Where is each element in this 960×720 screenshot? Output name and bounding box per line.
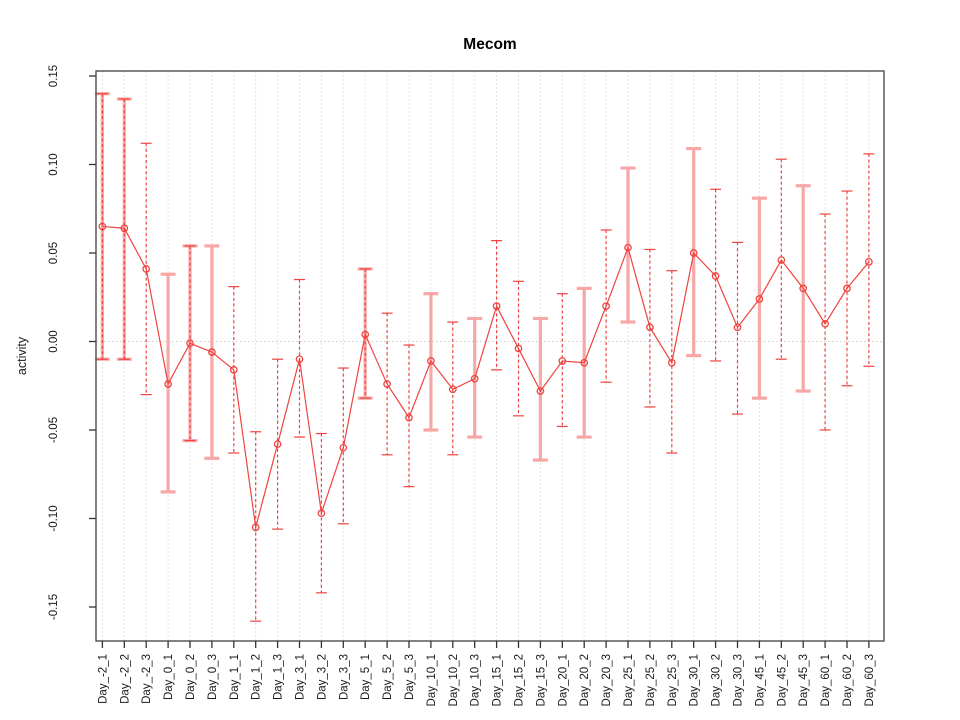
data-point-marker [865,257,873,266]
x-tick-label: Day_0_3 [207,654,219,700]
data-point-marker [777,256,786,264]
data-point-marker [799,284,808,293]
x-tick-label: Day_0_2 [185,654,197,700]
x-tick-label: Day_15_1 [492,654,504,706]
x-tick-label: Day_25_1 [623,654,635,706]
x-tick-label: Day_1_1 [229,654,241,700]
x-tick-label: Day_25_2 [645,654,657,706]
data-point-marker [602,302,610,310]
x-tick-label: Day_10_1 [426,654,438,706]
data-point-marker [427,357,435,365]
x-tick-label: Day_5_1 [360,654,372,700]
x-tick-label: Day_0_1 [163,654,175,700]
data-point-marker [843,284,851,293]
x-tick-label: Day_10_3 [470,654,482,706]
data-point-marker [448,385,457,394]
x-tick-label: Day_5_2 [382,654,394,700]
x-tick-label: Day_30_2 [711,654,723,706]
x-tick-label: Day_1_3 [273,654,285,700]
data-point-marker [208,348,216,356]
data-point-marker [164,380,172,388]
data-point-marker [383,380,391,388]
x-tick-label: Day_25_3 [667,654,679,706]
x-tick-label: Day_60_1 [820,654,832,706]
data-point-marker [120,224,129,233]
y-tick-label: -0.10 [48,505,60,531]
data-point-marker [492,302,501,310]
data-point-marker [646,323,654,332]
x-tick-label: Day_15_2 [514,654,526,706]
data-point-marker [558,357,567,365]
series-line [102,225,870,528]
x-tick-label: Day_60_2 [842,654,854,706]
x-tick-label: Day_5_3 [404,654,416,700]
x-tick-label: Day_20_2 [579,654,591,706]
y-tick-label: 0.10 [48,153,60,175]
y-tick-label: -0.05 [48,417,60,443]
y-tick-label: 0.15 [48,65,60,87]
x-tick-label: Day_30_3 [733,654,745,706]
data-point-marker [711,272,720,280]
data-point-marker [142,265,151,273]
x-tick-label: Day_10_2 [448,654,460,706]
x-tick-label: Day_45_1 [754,654,766,706]
data-point-marker [98,222,107,231]
x-tick-label: Day_30_1 [689,654,701,706]
data-point-marker [470,374,479,383]
x-tick-label: Day_3_2 [316,654,328,700]
x-tick-label: Day_-2_2 [119,654,131,704]
x-tick-label: Day_-2_1 [97,654,109,704]
data-point-marker [361,330,370,339]
data-point-marker [186,339,194,348]
data-point-marker [295,355,304,364]
x-tick-label: Day_3_1 [295,654,307,700]
data-point-marker [229,365,238,374]
data-point-marker [733,323,742,332]
x-tick-label: Day_20_3 [601,654,613,706]
x-tick-label: Day_15_3 [535,654,547,706]
data-point-marker [339,443,348,452]
plot-border [95,70,885,642]
y-tick-label: 0.00 [48,330,60,352]
x-tick-label: Day_45_3 [798,654,810,706]
x-tick-label: Day_60_3 [864,654,876,706]
data-point-marker [317,509,326,518]
data-point-marker [405,413,413,422]
data-point-marker [536,387,545,395]
data-point-marker [689,249,698,257]
x-tick-label: Day_45_2 [776,654,788,706]
y-tick-label: -0.15 [48,594,60,620]
y-axis-label: activity [15,336,29,375]
chart-title: Mecom [463,36,517,53]
x-tick-label: Day_1_2 [251,654,263,700]
data-point-marker [580,358,589,367]
x-tick-label: Day_-2_3 [141,654,153,704]
x-tick-label: Day_20_1 [557,654,569,706]
data-point-marker [624,243,632,252]
x-tick-label: Day_3_3 [338,654,350,700]
data-point-marker [514,344,523,353]
y-tick-label: 0.05 [48,242,60,264]
data-point-marker [821,319,829,328]
data-point-marker [667,358,676,367]
data-point-marker [273,440,282,449]
data-point-marker [251,523,260,532]
data-point-marker [755,295,764,303]
